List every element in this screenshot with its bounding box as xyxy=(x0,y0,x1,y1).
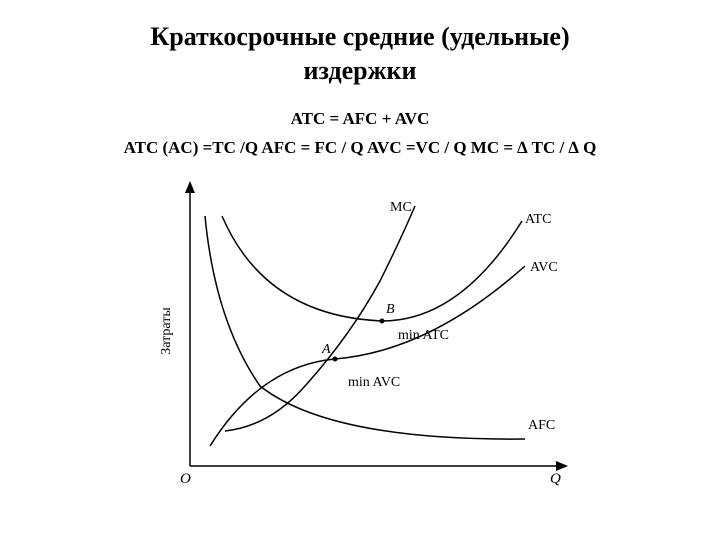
point-a-label: A xyxy=(321,342,331,357)
point-a xyxy=(333,356,338,361)
point-b-label: B xyxy=(386,302,395,317)
avc-curve xyxy=(210,266,525,446)
x-axis-label: Q xyxy=(550,471,561,487)
y-axis-label: Затраты xyxy=(159,306,174,354)
avc-label: AVC xyxy=(530,260,558,275)
point-b xyxy=(380,318,385,323)
cost-curves-chart: Затраты O Q MC ATC AVC AFC A B min ATC m… xyxy=(130,171,590,491)
afc-curve xyxy=(205,216,525,439)
min-atc-label: min ATC xyxy=(398,328,449,343)
afc-label: AFC xyxy=(528,418,555,433)
title-line-1: Краткосрочные средние (удельные) xyxy=(150,22,569,51)
mc-label: MC xyxy=(390,200,412,215)
mc-curve xyxy=(225,206,415,431)
title-line-2: издержки xyxy=(304,56,417,85)
formulas-block: ATC = AFC + AVC ATC (AC) =TC /Q AFC = FC… xyxy=(40,106,680,161)
page-title: Краткосрочные средние (удельные) издержк… xyxy=(40,20,680,88)
formula-top: ATC = AFC + AVC xyxy=(40,106,680,132)
atc-curve xyxy=(222,216,522,321)
chart-container: Затраты O Q MC ATC AVC AFC A B min ATC m… xyxy=(40,171,680,491)
min-avc-label: min AVC xyxy=(348,375,400,390)
atc-label: ATC xyxy=(525,212,551,227)
formula-bottom: ATC (AC) =TC /Q AFC = FC / Q AVC =VC / Q… xyxy=(40,135,680,161)
origin-label: O xyxy=(180,471,191,487)
